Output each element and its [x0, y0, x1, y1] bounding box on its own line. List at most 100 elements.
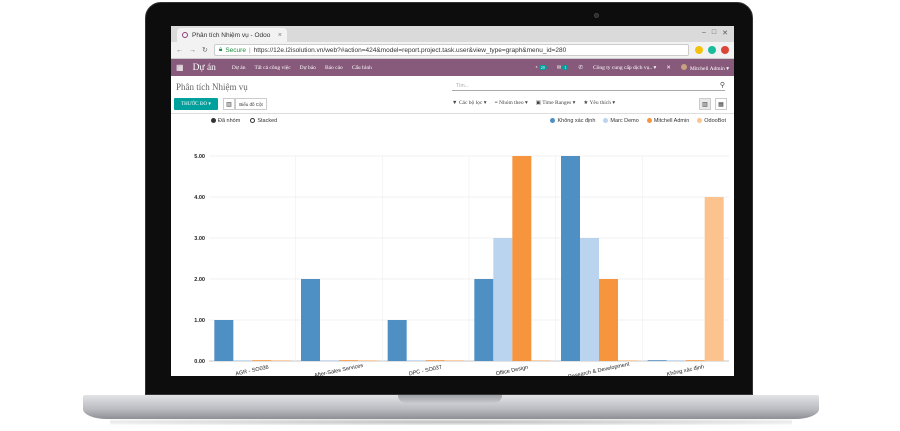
groupby-dropdown[interactable]: ≡ Nhóm theo ▾: [494, 100, 528, 106]
bar-mitchell-admin: [425, 360, 445, 361]
close-window-icon[interactable]: ✕: [722, 30, 728, 37]
x-tick-label: Không xác định: [666, 364, 704, 376]
measures-button[interactable]: THƯỚC ĐO ▾: [174, 98, 218, 110]
activity-button[interactable]: ◔ 20: [534, 64, 547, 71]
legend-item-marc-demo[interactable]: Marc Demo: [603, 118, 639, 124]
tab-title: Phân tích Nhiệm vụ - Odoo: [192, 31, 271, 39]
y-tick-label: 2.00: [194, 277, 205, 283]
laptop-shadow: [110, 419, 792, 425]
company-switcher[interactable]: Công ty cung cấp dịch vụ.. ▾: [593, 65, 656, 71]
mode-grouped[interactable]: Đã nhóm: [211, 118, 240, 124]
legend-swatch: [603, 118, 609, 124]
pivot-table-icon: ▦: [718, 101, 724, 108]
bar-chart: 0.00 1.00 2.00 3.00 4.00 5.00 AGR - SO036 After…: [194, 154, 729, 376]
browser-toolbar: ← → ↻ 🔒︎ Secure | https://12e.l2isolutio…: [171, 42, 734, 59]
bar-odoobot: [271, 360, 291, 361]
address-bar[interactable]: 🔒︎ Secure | https://12e.l2isolution.vn/w…: [213, 44, 689, 56]
legend-swatch: [646, 118, 652, 124]
odoo-favicon-icon: [182, 32, 188, 38]
lock-icon: 🔒︎: [218, 46, 223, 53]
menu-item-forecast[interactable]: Dự báo: [299, 64, 316, 71]
browser-tab[interactable]: Phân tích Nhiệm vụ - Odoo ×: [177, 28, 287, 42]
legend-swatch: [697, 118, 703, 124]
filters-dropdown[interactable]: ▼ Các bộ lọc ▾: [452, 100, 487, 106]
groupby-icon: ≡: [494, 100, 498, 106]
bar-marc-demo: [666, 360, 686, 361]
url-text: https://12e.l2isolution.vn/web?#action=4…: [253, 46, 567, 54]
legend-item-khong-xac-dinh[interactable]: Không xác định: [550, 118, 595, 124]
bar-chart-view-button[interactable]: ▥: [223, 98, 235, 110]
odoo-navbar: ▦ Dự án Dự án Tất cả công việc Dự báo Bá…: [171, 59, 734, 76]
breadcrumb: Phân tích Nhiệm vụ: [176, 82, 248, 92]
bar-kh-ng-x-c-nh: [387, 320, 407, 361]
menu-item-all-tasks[interactable]: Tất cả công việc: [254, 64, 291, 71]
legend-item-mitchell-admin[interactable]: Mitchell Admin: [646, 118, 689, 124]
y-tick-label: 1.00: [194, 318, 205, 324]
bar-kh-ng-x-c-nh: [647, 360, 667, 361]
reload-icon[interactable]: ↻: [202, 47, 208, 54]
mode-stacked[interactable]: Stacked: [250, 118, 277, 124]
extension-icon[interactable]: [708, 46, 716, 54]
chart-legend: Không xác định Marc Demo Mitchell Admin …: [550, 118, 726, 124]
app-brand[interactable]: Dự án: [192, 62, 216, 73]
tab-close-icon[interactable]: ×: [277, 31, 282, 39]
user-menu[interactable]: Mitchell Admin ▾: [680, 63, 729, 72]
menu-item-configuration[interactable]: Cấu hình: [351, 64, 372, 71]
phone-icon[interactable]: ✆: [578, 64, 583, 71]
y-tick-label: 3.00: [194, 236, 205, 242]
bar-mitchell-admin: [685, 360, 705, 361]
chart-mode-toggle: Đã nhóm Stacked: [211, 118, 277, 124]
bar-marc-demo: [580, 238, 599, 361]
bar-odoobot: [444, 360, 464, 361]
minimize-icon[interactable]: –: [701, 29, 706, 36]
search-placeholder: Tìm...: [456, 82, 469, 89]
back-icon[interactable]: ←: [176, 46, 183, 54]
star-icon: ★: [583, 100, 589, 106]
activity-badge: 20: [538, 64, 547, 70]
forward-icon[interactable]: →: [189, 46, 196, 54]
bar-mitchell-admin: [512, 156, 532, 361]
favorites-dropdown[interactable]: ★ Yêu thích ▾: [583, 100, 616, 106]
y-tick-label: 5.00: [194, 154, 205, 160]
bar-kh-ng-x-c-nh: [474, 279, 494, 361]
bar-mitchell-admin: [252, 360, 272, 361]
close-icon[interactable]: ✕: [666, 64, 671, 71]
menu-item-projects[interactable]: Dự án: [231, 64, 246, 71]
company-name: Công ty cung cấp dịch vụ..: [592, 64, 653, 71]
menu-item-reporting[interactable]: Báo cáo: [324, 64, 343, 71]
extension-red-icon[interactable]: [721, 46, 729, 54]
laptop-notch: [398, 395, 502, 403]
bar-marc-demo: [320, 360, 339, 361]
legend-item-odoobot[interactable]: OdooBot: [697, 118, 726, 124]
search-input[interactable]: Tìm... ⚲: [452, 81, 725, 91]
bar-marc-demo: [493, 238, 513, 361]
pivot-view-switch[interactable]: ▦: [715, 98, 727, 110]
bar-chart-icon: ▥: [226, 101, 232, 108]
apps-grid-icon[interactable]: ▦: [176, 63, 184, 72]
bar-odoobot: [531, 360, 551, 361]
line-chart-view-button[interactable]: Biểu đồ Cột: [235, 98, 267, 110]
activity-icon: ◔: [534, 64, 538, 71]
search-icon[interactable]: ⚲: [719, 82, 725, 89]
bar-odoobot: [618, 360, 637, 361]
avatar: [680, 63, 687, 70]
maximize-icon[interactable]: □: [711, 29, 717, 36]
star-icon[interactable]: [695, 46, 703, 54]
graph-view-switch[interactable]: ▥: [699, 98, 711, 110]
main-menu: Dự án Tất cả công việc Dự báo Báo cáo Cấ…: [232, 65, 372, 71]
filter-icon: ▼: [452, 100, 458, 106]
messages-button[interactable]: ✉ 1: [557, 64, 569, 71]
bar-kh-ng-x-c-nh: [214, 320, 234, 361]
time-ranges-dropdown[interactable]: ▣ Time Ranges ▾: [535, 100, 576, 106]
window-controls: – □ ✕: [702, 29, 728, 37]
screen: Phân tích Nhiệm vụ - Odoo × – □ ✕ ← → ↻ …: [171, 26, 734, 376]
calendar-icon: ▣: [535, 100, 541, 106]
bar-odoobot: [704, 197, 724, 361]
bar-marc-demo: [406, 360, 426, 361]
legend-swatch: [550, 118, 556, 124]
chevron-down-icon: ▾: [653, 64, 657, 71]
radio-selected-icon: [211, 118, 216, 124]
chevron-down-icon: ▾: [726, 65, 729, 72]
bar-marc-demo: [233, 360, 253, 361]
